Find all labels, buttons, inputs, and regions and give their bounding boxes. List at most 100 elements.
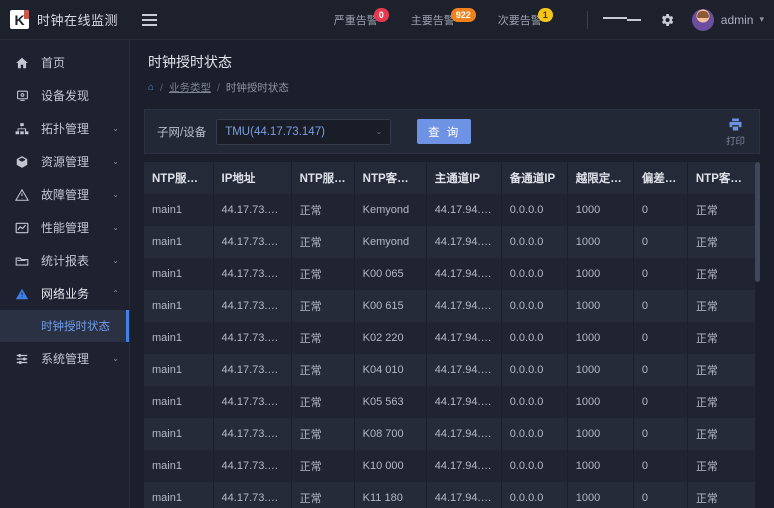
cell-backup-channel-ip: 0.0.0.0 bbox=[501, 290, 568, 322]
table-row[interactable]: main1 44.17.73.146 正常 K00 615 44.17.94.52 0.0… bbox=[144, 290, 760, 322]
th-backup-channel-ip[interactable]: 备通道IP bbox=[501, 162, 568, 194]
subnet-device-select[interactable]: TMU(44.17.73.147) ⌄ bbox=[216, 118, 392, 145]
alarm-major[interactable]: 主要告警 922 bbox=[411, 7, 476, 28]
th-label: 备通道IP bbox=[509, 173, 556, 185]
cell-limit-value: 1000 bbox=[567, 258, 634, 290]
table-row[interactable]: main1 44.17.73.146 正常 Kemyond 44.17.94.42 0.0… bbox=[144, 194, 760, 226]
cell-ntp-client-name: K00 065 bbox=[354, 258, 427, 290]
cell-ntp-server-name: main1 bbox=[144, 450, 214, 482]
cell-ntp-client-status: 正常 bbox=[687, 482, 760, 508]
cell-ntp-client-status: 正常 bbox=[687, 194, 760, 226]
th-label: 偏差值 bbox=[641, 173, 677, 185]
table-row[interactable]: main1 44.17.73.146 正常 K11 180 44.17.94.58 0.0… bbox=[144, 482, 760, 508]
breadcrumb-separator-1: / bbox=[160, 81, 163, 94]
main-content: 时钟授时状态 ⌂ / 业务类型 / 时钟授时状态 子网/设备 TMU(44.17… bbox=[130, 40, 774, 508]
th-main-channel-ip[interactable]: 主通道IP bbox=[426, 162, 502, 194]
sidebar-item-performance[interactable]: 性能管理 ⌄ bbox=[0, 211, 129, 244]
cell-ntp-client-name: K11 180 bbox=[354, 482, 427, 508]
sidebar-item-system[interactable]: 系统管理 ⌄ bbox=[0, 342, 129, 375]
chevron-down-icon[interactable]: ▾ bbox=[759, 14, 764, 24]
sidebar-label-topology: 拓扑管理 bbox=[41, 122, 90, 136]
system-settings-list-icon bbox=[14, 351, 30, 367]
cell-deviation-value: 0 bbox=[633, 450, 688, 482]
table-scrollbar[interactable] bbox=[755, 162, 760, 508]
user-name[interactable]: admin bbox=[720, 12, 754, 27]
chevron-down-icon: ⌄ bbox=[112, 256, 119, 265]
cell-main-channel-ip: 44.17.94.57 bbox=[426, 450, 502, 482]
cell-ntp-server-status: 正常 bbox=[291, 226, 355, 258]
table-row[interactable]: main1 44.17.73.146 正常 K02 220 44.17.94.53 0.0… bbox=[144, 322, 760, 354]
cell-main-channel-ip: 44.17.94.55 bbox=[426, 386, 502, 418]
avatar[interactable] bbox=[691, 8, 714, 31]
table-row[interactable]: main1 44.17.73.146 正常 K08 700 44.17.94.56 0.0… bbox=[144, 418, 760, 450]
sidebar-item-resource[interactable]: 资源管理 ⌄ bbox=[0, 145, 129, 178]
alarm-major-badge: 922 bbox=[450, 7, 476, 22]
sidebar-subitem-clock-timing-status[interactable]: 时钟授时状态 bbox=[0, 310, 129, 342]
list-icon[interactable] bbox=[600, 14, 644, 25]
chevron-down-icon: ⌄ bbox=[112, 157, 119, 166]
cell-ntp-client-status: 正常 bbox=[687, 290, 760, 322]
cell-ntp-server-status: 正常 bbox=[291, 450, 355, 482]
cell-ntp-server-status: 正常 bbox=[291, 194, 355, 226]
cell-main-channel-ip: 44.17.94.42 bbox=[426, 194, 502, 226]
printer-icon bbox=[729, 118, 742, 130]
table-container: NTP服务端名 IP地址 NTP服务端... NTP客户端名 主通道IP 备通道… bbox=[144, 162, 760, 508]
sidebar-label-report: 统计报表 bbox=[41, 254, 90, 268]
cell-limit-value: 1000 bbox=[567, 482, 634, 508]
hamburger-icon[interactable] bbox=[142, 13, 158, 26]
sidebar-item-fault[interactable]: 故障管理 ⌄ bbox=[0, 178, 129, 211]
sidebar-item-report[interactable]: 统计报表 ⌄ bbox=[0, 244, 129, 277]
cell-limit-value: 1000 bbox=[567, 450, 634, 482]
cell-main-channel-ip: 44.17.94.54 bbox=[426, 354, 502, 386]
th-ntp-server-name[interactable]: NTP服务端名 bbox=[144, 162, 214, 194]
logo-letter: K bbox=[14, 11, 25, 28]
cell-ntp-server-name: main1 bbox=[144, 194, 214, 226]
query-button[interactable]: 查 询 bbox=[417, 119, 472, 144]
cell-limit-value: 1000 bbox=[567, 418, 634, 450]
cell-ntp-client-status: 正常 bbox=[687, 354, 760, 386]
cell-ntp-server-status: 正常 bbox=[291, 418, 355, 450]
table-row[interactable]: main1 44.17.73.146 正常 K10 000 44.17.94.57 0.0… bbox=[144, 450, 760, 482]
print-button[interactable]: 打印 bbox=[726, 116, 745, 147]
th-ntp-client-status[interactable]: NTP客户端... bbox=[687, 162, 760, 194]
th-ntp-server-status[interactable]: NTP服务端... bbox=[291, 162, 355, 194]
breadcrumb: ⌂ / 业务类型 / 时钟授时状态 bbox=[148, 80, 774, 95]
th-deviation-value[interactable]: 偏差值(ms) bbox=[633, 162, 688, 194]
sidebar-item-home[interactable]: 首页 bbox=[0, 46, 129, 79]
home-icon[interactable]: ⌂ bbox=[148, 82, 155, 93]
alarm-minor[interactable]: 次要告警 1 bbox=[498, 7, 553, 28]
chevron-down-icon: ⌄ bbox=[112, 190, 119, 199]
cell-backup-channel-ip: 0.0.0.0 bbox=[501, 354, 568, 386]
th-limit-value[interactable]: 越限定值(ms) bbox=[567, 162, 634, 194]
brand-logo-area[interactable]: K 时钟在线监测 bbox=[0, 10, 118, 29]
cell-deviation-value: 0 bbox=[633, 226, 688, 258]
alarm-critical[interactable]: 严重告警 0 bbox=[334, 7, 389, 28]
cell-ip-address: 44.17.73.146 bbox=[213, 482, 292, 508]
sidebar-item-device-discovery[interactable]: 设备发现 bbox=[0, 79, 129, 112]
cell-ntp-client-name: K05 563 bbox=[354, 386, 427, 418]
cell-ntp-server-status: 正常 bbox=[291, 258, 355, 290]
sidebar-item-topology[interactable]: 拓扑管理 ⌄ bbox=[0, 112, 129, 145]
breadcrumb-link-business-type[interactable]: 业务类型 bbox=[168, 82, 211, 94]
cell-ntp-server-name: main1 bbox=[144, 226, 214, 258]
cell-ntp-server-status: 正常 bbox=[291, 322, 355, 354]
table-row[interactable]: main1 44.17.73.146 正常 K00 065 44.17.94.51 0.0… bbox=[144, 258, 760, 290]
th-label: NTP客户端... bbox=[695, 173, 760, 185]
cell-backup-channel-ip: 0.0.0.0 bbox=[501, 482, 568, 508]
cell-ip-address: 44.17.73.146 bbox=[213, 354, 292, 386]
table-row[interactable]: main1 44.17.73.146 正常 K04 010 44.17.94.54 0.0… bbox=[144, 354, 760, 386]
th-ip-address[interactable]: IP地址 bbox=[213, 162, 292, 194]
app-title: 时钟在线监测 bbox=[37, 13, 119, 28]
th-ntp-client-name[interactable]: NTP客户端名 bbox=[354, 162, 427, 194]
table-row[interactable]: main1 44.17.73.146 正常 K05 563 44.17.94.55 0.0… bbox=[144, 386, 760, 418]
cell-ip-address: 44.17.73.146 bbox=[213, 450, 292, 482]
cell-ntp-client-name: Kemyond bbox=[354, 194, 427, 226]
cell-ntp-server-status: 正常 bbox=[291, 482, 355, 508]
table-row[interactable]: main1 44.17.73.146 正常 Kemyond 44.17.94.43 0.0… bbox=[144, 226, 760, 258]
sidebar-label-fault: 故障管理 bbox=[41, 188, 90, 202]
gear-icon[interactable] bbox=[656, 9, 678, 31]
sidebar-item-network-service[interactable]: 网络业务 ⌃ bbox=[0, 277, 129, 310]
cell-ntp-server-name: main1 bbox=[144, 290, 214, 322]
cell-ip-address: 44.17.73.146 bbox=[213, 226, 292, 258]
cell-ntp-client-name: K08 700 bbox=[354, 418, 427, 450]
